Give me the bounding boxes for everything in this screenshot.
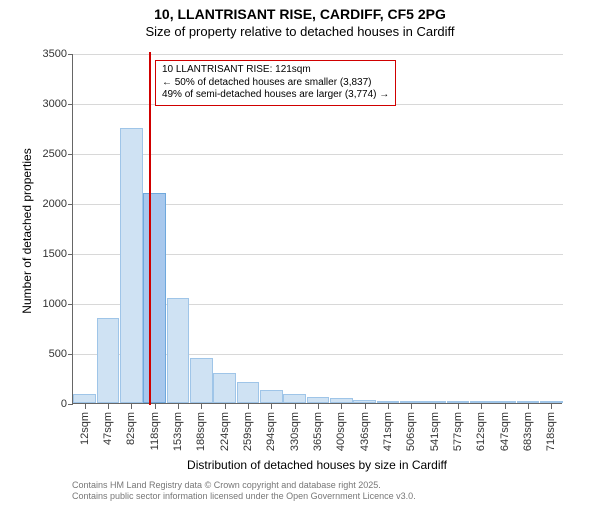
ytick-mark [68,254,73,255]
histogram-bar [493,401,516,403]
xtick-label: 683sqm [522,412,534,451]
histogram-bar [517,401,540,403]
xtick-mark [155,404,156,409]
ytick-mark [68,154,73,155]
xtick-label: 82sqm [125,412,137,445]
histogram-bar [73,394,96,403]
ytick-label: 3500 [31,48,67,60]
histogram-chart: Number of detached properties 0500100015… [72,54,562,404]
ytick-label: 1000 [31,298,67,310]
xtick-mark [85,404,86,409]
xtick-label: 118sqm [149,412,161,450]
xtick-label: 224sqm [219,412,231,451]
ytick-label: 500 [31,348,67,360]
xtick-mark [248,404,249,409]
ytick-mark [68,304,73,305]
xtick-mark [388,404,389,409]
xtick-mark [108,404,109,409]
page-title: 10, LLANTRISANT RISE, CARDIFF, CF5 2PG [0,6,600,22]
marker-line [149,52,151,405]
histogram-bar [283,394,306,404]
page-subtitle: Size of property relative to detached ho… [0,24,600,39]
xtick-mark [528,404,529,409]
gridline [73,54,563,55]
xtick-mark [365,404,366,409]
ytick-mark [68,204,73,205]
ytick-mark [68,104,73,105]
ytick-label: 2500 [31,148,67,160]
histogram-bar [97,318,120,403]
xtick-mark [411,404,412,409]
xtick-mark [178,404,179,409]
x-axis-label: Distribution of detached houses by size … [72,458,562,472]
attribution-footer: Contains HM Land Registry data © Crown c… [72,480,416,502]
xtick-mark [551,404,552,409]
footer-line-2: Contains public sector information licen… [72,491,416,502]
xtick-mark [435,404,436,409]
histogram-bar [167,298,190,403]
histogram-bar [307,397,330,403]
ytick-label: 2000 [31,198,67,210]
ytick-label: 3000 [31,98,67,110]
xtick-label: 47sqm [102,412,114,445]
histogram-bar [237,382,260,403]
histogram-bar [213,373,236,403]
footer-line-1: Contains HM Land Registry data © Crown c… [72,480,416,491]
xtick-label: 330sqm [289,412,301,451]
marker-callout: 10 LLANTRISANT RISE: 121sqm← 50% of deta… [155,60,396,106]
xtick-label: 541sqm [429,412,441,451]
histogram-bar [330,398,353,403]
histogram-bar [423,401,446,403]
xtick-label: 365sqm [312,412,324,451]
xtick-label: 259sqm [242,412,254,451]
histogram-bar [190,358,213,403]
histogram-bar [400,401,423,403]
callout-line: 49% of semi-detached houses are larger (… [162,89,389,102]
xtick-label: 294sqm [265,412,277,451]
ytick-mark [68,404,73,405]
xtick-label: 647sqm [499,412,511,451]
xtick-label: 612sqm [475,412,487,451]
ytick-mark [68,354,73,355]
ytick-mark [68,54,73,55]
xtick-label: 506sqm [405,412,417,451]
xtick-label: 12sqm [79,412,91,445]
xtick-label: 718sqm [545,412,557,451]
xtick-mark [341,404,342,409]
histogram-bar [143,193,166,403]
xtick-mark [318,404,319,409]
xtick-mark [225,404,226,409]
xtick-mark [481,404,482,409]
gridline [73,154,563,155]
histogram-bar [540,401,563,403]
xtick-mark [271,404,272,409]
ytick-label: 1500 [31,248,67,260]
histogram-bar [377,401,400,403]
xtick-label: 188sqm [195,412,207,451]
histogram-bar [470,401,493,403]
ytick-label: 0 [31,398,67,410]
xtick-mark [295,404,296,409]
callout-line: 10 LLANTRISANT RISE: 121sqm [162,64,389,77]
histogram-bar [120,128,143,403]
xtick-mark [201,404,202,409]
xtick-mark [505,404,506,409]
histogram-bar [260,390,283,403]
xtick-label: 436sqm [359,412,371,451]
xtick-label: 577sqm [452,412,464,451]
histogram-bar [353,400,376,403]
callout-line: ← 50% of detached houses are smaller (3,… [162,77,389,90]
xtick-mark [131,404,132,409]
xtick-mark [458,404,459,409]
xtick-label: 153sqm [172,412,184,451]
xtick-label: 400sqm [335,412,347,451]
xtick-label: 471sqm [382,412,394,451]
histogram-bar [447,401,470,403]
plot-area: 050010001500200025003000350012sqm47sqm82… [72,54,562,404]
